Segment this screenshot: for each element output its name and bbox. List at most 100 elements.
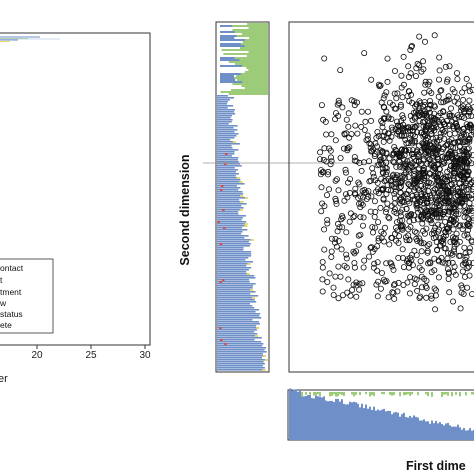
scatter-point-915 xyxy=(421,89,428,96)
scatter-point-1030 xyxy=(405,74,412,81)
scatter-point-1202 xyxy=(418,211,425,218)
scatter-point-1320 xyxy=(398,132,405,139)
bottom-strip-cell-40 xyxy=(341,392,343,396)
scatter-point-1369 xyxy=(451,166,458,173)
scatter-point-258 xyxy=(379,132,386,139)
bottom-strip-cell-59 xyxy=(367,408,369,440)
side-strip-cell-17 xyxy=(234,45,268,47)
side-strip-cell-194 xyxy=(217,329,257,331)
scatter-point-508 xyxy=(401,160,408,167)
side-strip-cell-71 xyxy=(217,135,237,137)
scatter-point-916 xyxy=(370,173,377,180)
scatter-point-1032 xyxy=(355,179,362,186)
scatter-point-729 xyxy=(420,58,427,65)
side-strip-cell-164 xyxy=(221,279,225,281)
bottom-strip-cell-17 xyxy=(315,395,317,440)
bottom-strip-cell-6 xyxy=(301,394,303,440)
scatter-point-622 xyxy=(374,128,381,135)
scatter-point-567 xyxy=(412,73,419,80)
scatter-point-995 xyxy=(437,122,444,129)
scatter-point-1363 xyxy=(369,224,376,231)
x-tick-label-30: 30 xyxy=(139,350,151,361)
scatter-point-906 xyxy=(409,124,416,131)
bottom-strip-cell-58 xyxy=(365,392,367,395)
main-scatter-panel xyxy=(288,21,474,373)
scatter-point-1303 xyxy=(407,70,414,77)
side-strip-cell-168 xyxy=(217,285,253,287)
scatter-point-785 xyxy=(340,145,347,152)
side-strip-cell-204 xyxy=(224,343,227,345)
scatter-point-914 xyxy=(418,160,425,167)
side-strip-cell-171 xyxy=(250,289,254,291)
side-strip-cell-152 xyxy=(217,261,253,263)
side-strip-cell-192 xyxy=(219,327,222,329)
scatter-point-951 xyxy=(395,279,402,286)
scatter-point-431 xyxy=(334,101,341,108)
side-strip-cell-57 xyxy=(217,107,228,109)
scatter-point-1176 xyxy=(353,248,360,255)
side-strip-cell-16 xyxy=(220,43,241,45)
bottom-strip-cell-56 xyxy=(363,408,365,440)
scatter-point-602 xyxy=(455,252,462,259)
scatter-point-198 xyxy=(374,293,381,300)
scatter-point-1159 xyxy=(369,165,376,172)
scatter-point-585 xyxy=(377,285,384,292)
scatter-point-191 xyxy=(368,193,375,200)
scatter-point-375 xyxy=(335,263,342,270)
scatter-point-97 xyxy=(461,208,468,215)
scatter-point-847 xyxy=(445,150,452,157)
scatter-point-1241 xyxy=(459,89,466,96)
scatter-point-179 xyxy=(408,43,415,50)
scatter-point-926 xyxy=(438,87,445,94)
bottom-strip-cell-112 xyxy=(437,423,439,440)
scatter-point-647 xyxy=(323,192,330,199)
scatter-point-559 xyxy=(324,220,331,227)
scatter-point-462 xyxy=(427,180,434,187)
bottom-strip-cell-123 xyxy=(451,426,453,440)
scatter-point-1253 xyxy=(396,184,403,191)
scatter-point-1341 xyxy=(418,183,425,190)
scatter-point-949 xyxy=(414,147,421,154)
scatter-point-1125 xyxy=(455,126,462,133)
scatter-point-549 xyxy=(380,138,387,145)
scatter-point-823 xyxy=(327,161,334,168)
scatter-point-1263 xyxy=(375,278,382,285)
bottom-strip-cell-80 xyxy=(393,392,395,395)
scatter-point-533 xyxy=(426,105,433,112)
scatter-point-1269 xyxy=(465,157,472,164)
scatter-point-1198 xyxy=(444,76,451,83)
scatter-point-990 xyxy=(461,195,468,202)
bottom-strip-cell-54 xyxy=(359,392,361,396)
scatter-point-779 xyxy=(465,259,472,266)
scatter-point-1069 xyxy=(335,100,342,107)
side-strip-cell-150 xyxy=(217,257,249,259)
scatter-point-30 xyxy=(321,55,328,62)
side-strip-cell-130 xyxy=(217,225,245,227)
side-strip-cell-31 xyxy=(220,65,243,67)
side-strip-cell-179 xyxy=(217,303,250,305)
side-strip-cell-39 xyxy=(233,77,268,79)
legend-entry-3: tment xyxy=(0,287,22,297)
scatter-point-631 xyxy=(399,112,406,119)
scatter-point-1347 xyxy=(450,144,457,151)
bottom-strip-cell-108 xyxy=(431,420,433,440)
bottom-strip-cell-33 xyxy=(335,398,337,440)
scatter-point-1108 xyxy=(413,177,420,184)
scatter-point-967 xyxy=(431,255,438,262)
scatter-point-498 xyxy=(411,179,418,186)
scatter-point-1104 xyxy=(395,128,402,135)
side-strip-cell-52 xyxy=(217,97,234,99)
scatter-point-372 xyxy=(317,149,324,156)
scatter-point-1188 xyxy=(393,210,400,217)
side-strip-cell-208 xyxy=(217,351,267,353)
scatter-point-638 xyxy=(435,76,442,83)
scatter-point-1378 xyxy=(379,148,386,155)
scatter-point-1368 xyxy=(398,146,405,153)
scatter-point-138 xyxy=(379,124,386,131)
scatter-point-272 xyxy=(383,89,390,96)
scatter-point-394 xyxy=(319,276,326,283)
scatter-point-496 xyxy=(413,122,420,129)
scatter-point-1150 xyxy=(442,260,449,267)
side-strip-cell-25 xyxy=(220,57,235,59)
scatter-point-1107 xyxy=(444,266,451,273)
